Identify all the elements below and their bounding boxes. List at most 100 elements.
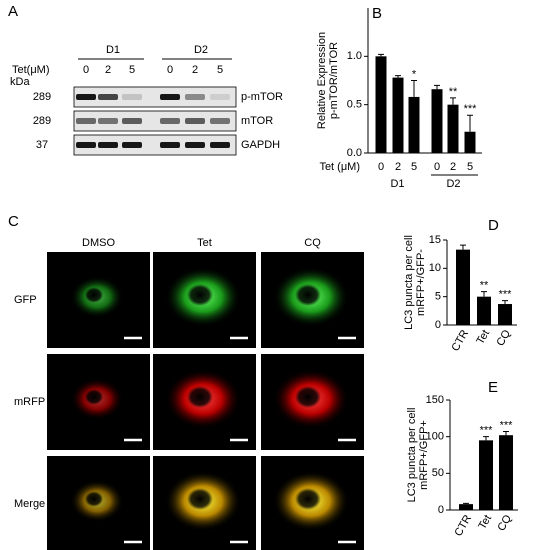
x-tick-label: Tet (474, 328, 492, 347)
y-axis-label: mRFP+/GFP+ (418, 420, 430, 490)
band (210, 142, 230, 148)
band (98, 94, 118, 100)
panel-label: E (488, 379, 498, 396)
nucleus (187, 386, 213, 408)
band (210, 94, 230, 100)
x-tick-label: CQ (495, 513, 514, 534)
y-tick-label: 0 (435, 319, 441, 331)
y-tick-label: 5 (435, 291, 441, 303)
y-tick-label: 0.0 (347, 147, 362, 159)
blot-strip (73, 86, 237, 108)
column-label: Tet (197, 237, 212, 249)
x-tick-label: 5 (411, 161, 417, 173)
band (160, 94, 180, 100)
error-bar (460, 244, 466, 250)
bar (392, 77, 404, 153)
lane-label: 5 (217, 64, 223, 76)
x-tick-label: 2 (395, 161, 401, 173)
column-label: CQ (304, 237, 321, 249)
panel-label: D (488, 217, 499, 234)
bar (459, 504, 473, 510)
blot-strip (73, 110, 237, 132)
nucleus (295, 284, 321, 306)
blot-strip (73, 134, 237, 156)
panel-label: B (372, 5, 382, 22)
bar (456, 249, 470, 325)
bar (498, 304, 512, 325)
bar (408, 96, 420, 153)
nucleus (295, 386, 321, 408)
bar (479, 440, 493, 510)
significance: *** (464, 103, 478, 115)
significance: *** (499, 289, 513, 301)
bar (499, 435, 513, 510)
band (76, 142, 96, 148)
error-bar (481, 291, 487, 297)
band (210, 118, 230, 124)
nucleus (84, 491, 104, 507)
error-bar (378, 53, 384, 57)
lane-label: 5 (129, 64, 135, 76)
bar (464, 131, 476, 153)
band (76, 94, 96, 100)
error-bar (467, 114, 473, 132)
band (76, 118, 96, 124)
y-axis-label: Relative Expression (316, 32, 328, 129)
nucleus (84, 389, 104, 405)
band (122, 142, 142, 148)
protein-label: GAPDH (241, 139, 280, 151)
lane-label: 0 (167, 64, 173, 76)
y-axis-label: LC3 puncta per cell (406, 408, 418, 503)
kda-label: 37 (36, 139, 48, 151)
error-bar (450, 97, 456, 105)
y-tick-label: 0.5 (347, 99, 362, 111)
significance: * (412, 68, 417, 80)
band (160, 142, 180, 148)
nucleus (187, 488, 213, 510)
nucleus (84, 287, 104, 303)
y-axis-label: p-mTOR/mTOR (328, 42, 340, 119)
error-bar (463, 502, 469, 505)
x-axis-label: Tet (μM) (319, 161, 360, 173)
nucleus (187, 284, 213, 306)
x-tick-label: 0 (378, 161, 384, 173)
lane-label: 0 (83, 64, 89, 76)
error-bar (434, 84, 440, 90)
column-label: DMSO (82, 237, 115, 249)
bar (447, 104, 459, 153)
bar (375, 56, 387, 154)
y-tick-label: 15 (429, 234, 441, 246)
band (185, 94, 205, 100)
y-tick-label: 150 (426, 394, 444, 406)
blot-group: D2 (194, 44, 208, 56)
y-tick-label: 50 (432, 467, 444, 479)
bar (431, 89, 443, 153)
band (98, 118, 118, 124)
y-axis-label: mRFP+/GFP- (415, 249, 427, 316)
treatment-label: Tet(μM) (12, 64, 50, 76)
panel-label: A (8, 3, 18, 20)
band (185, 118, 205, 124)
y-tick-label: 10 (429, 262, 441, 274)
group-label: D2 (446, 178, 460, 190)
significance: ** (480, 279, 489, 291)
significance: *** (500, 419, 514, 431)
error-bar (483, 436, 489, 441)
error-bar (503, 431, 509, 436)
y-axis-label: LC3 puncta per cell (403, 235, 415, 330)
lane-label: 2 (105, 64, 111, 76)
row-label: Merge (14, 498, 45, 510)
band (122, 94, 142, 100)
lane-label: 2 (192, 64, 198, 76)
band (98, 142, 118, 148)
error-bar (502, 300, 508, 305)
panel-label: C (8, 213, 19, 230)
kda-label: 289 (33, 91, 51, 103)
x-tick-label: 0 (434, 161, 440, 173)
x-tick-label: Tet (476, 513, 494, 532)
band (122, 118, 142, 124)
group-label: D1 (390, 178, 404, 190)
band (160, 118, 180, 124)
x-tick-label: 2 (450, 161, 456, 173)
